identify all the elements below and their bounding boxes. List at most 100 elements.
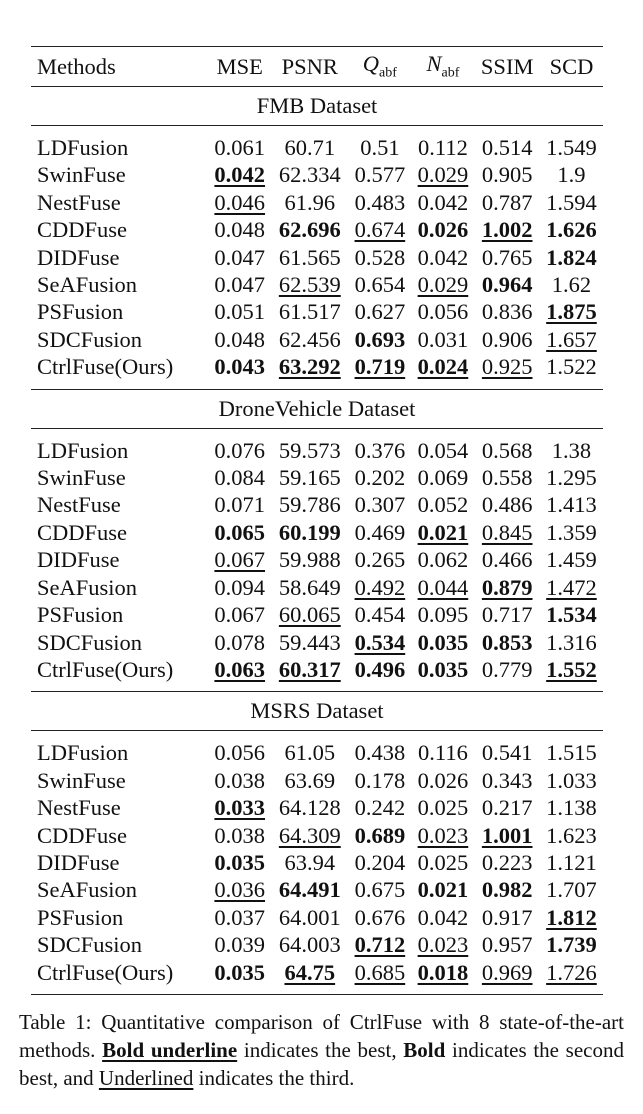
metric-cell: 0.026 bbox=[417, 217, 469, 243]
metric-cell: 1.472 bbox=[546, 574, 597, 600]
metric-cell: 1.38 bbox=[551, 437, 592, 463]
metric-cell: 0.084 bbox=[214, 465, 266, 491]
metric-cell: 0.223 bbox=[481, 849, 533, 875]
metric-cell: 0.037 bbox=[214, 904, 266, 930]
metric-cell: 1.316 bbox=[546, 629, 597, 655]
metric-cell: 0.905 bbox=[481, 162, 533, 188]
method-name: NestFuse bbox=[37, 795, 121, 821]
metric-cell: 0.067 bbox=[214, 547, 266, 573]
metric-cell: 0.343 bbox=[481, 767, 533, 793]
metric-cell: 1.875 bbox=[546, 299, 597, 325]
metric-cell: 0.765 bbox=[481, 244, 533, 270]
method-name: SDCFusion bbox=[37, 326, 143, 352]
metric-cell: 0.906 bbox=[481, 326, 533, 352]
metric-cell: 0.265 bbox=[354, 547, 406, 573]
method-name: CDDFuse bbox=[37, 822, 128, 848]
method-name: NestFuse bbox=[37, 189, 121, 215]
section-title: FMB Dataset bbox=[31, 86, 603, 126]
metric-cell: 0.675 bbox=[354, 877, 406, 903]
metric-cell: 0.116 bbox=[418, 740, 468, 766]
method-name: SwinFuse bbox=[37, 162, 126, 188]
metric-cell: 0.038 bbox=[214, 822, 266, 848]
metric-cell: 1.594 bbox=[546, 189, 597, 215]
metric-cell: 0.483 bbox=[354, 189, 406, 215]
metric-cell: 0.685 bbox=[354, 959, 406, 985]
metric-cell: 1.623 bbox=[546, 822, 597, 848]
table-row: DIDFuse 0.047 61.565 0.528 0.042 0.765 1.824 bbox=[31, 244, 603, 271]
metric-cell: 0.026 bbox=[417, 767, 469, 793]
metric-cell: 0.094 bbox=[214, 574, 266, 600]
caption-mid2: indicates the second best, and bbox=[19, 1038, 624, 1090]
metric-cell: 0.879 bbox=[481, 574, 533, 600]
metric-cell: 0.044 bbox=[417, 574, 469, 600]
metric-cell: 0.438 bbox=[354, 740, 406, 766]
metric-cell: 0.035 bbox=[214, 849, 266, 875]
section-title: MSRS Dataset bbox=[31, 691, 603, 732]
metric-cell: 0.719 bbox=[354, 354, 406, 380]
caption-prefix: Table 1: Quantitative comparison of Ctrl… bbox=[19, 1010, 624, 1062]
metric-cell: 0.712 bbox=[354, 932, 406, 958]
metric-cell: 1.522 bbox=[546, 354, 597, 380]
table-row: CtrlFuse(Ours) 0.063 60.317 0.496 0.035 0.779… bbox=[31, 656, 603, 683]
metric-cell: 0.029 bbox=[417, 272, 469, 298]
metric-cell: 0.023 bbox=[417, 822, 469, 848]
metric-cell: 0.492 bbox=[354, 574, 406, 600]
metric-cell: 0.676 bbox=[354, 904, 406, 930]
caption-underlined: Underlined bbox=[98, 1066, 194, 1090]
metric-cell: 1.002 bbox=[481, 217, 533, 243]
metric-cell: 1.534 bbox=[546, 602, 597, 628]
table-row: LDFusion 0.076 59.573 0.376 0.054 0.568 1.38 bbox=[31, 437, 603, 464]
metric-cell: 0.577 bbox=[354, 162, 406, 188]
metric-cell: 0.052 bbox=[417, 492, 469, 518]
metric-cell: 64.001 bbox=[278, 904, 341, 930]
metric-cell: 1.9 bbox=[557, 162, 586, 188]
metric-cell: 0.056 bbox=[214, 740, 266, 766]
metric-cell: 1.413 bbox=[546, 492, 597, 518]
metric-cell: 1.626 bbox=[546, 217, 597, 243]
method-name: SDCFusion bbox=[37, 932, 143, 958]
table-row: SDCFusion 0.078 59.443 0.534 0.035 0.853 1.316 bbox=[31, 629, 603, 656]
table-row: LDFusion 0.056 61.05 0.438 0.116 0.541 1.515 bbox=[31, 739, 603, 766]
metric-cell: 0.054 bbox=[417, 437, 469, 463]
method-name: SwinFuse bbox=[37, 465, 126, 491]
metric-cell: 0.242 bbox=[354, 795, 406, 821]
metric-cell: 60.71 bbox=[284, 135, 336, 160]
metric-cell: 60.065 bbox=[278, 602, 341, 628]
metric-cell: 0.836 bbox=[481, 299, 533, 325]
column-header: SSIM bbox=[480, 53, 534, 79]
table-row: CDDFuse 0.065 60.199 0.469 0.021 0.845 1.359 bbox=[31, 519, 603, 546]
metric-cell: 0.046 bbox=[214, 189, 266, 215]
method-name: CtrlFuse(Ours) bbox=[37, 354, 174, 380]
caption-mid1: indicates the best, bbox=[237, 1038, 404, 1062]
metric-cell: 63.69 bbox=[284, 767, 336, 793]
metric-cell: 0.689 bbox=[354, 822, 406, 848]
metric-cell: 0.957 bbox=[481, 932, 533, 958]
metric-cell: 0.063 bbox=[214, 656, 266, 682]
metric-cell: 0.558 bbox=[481, 465, 533, 491]
metric-cell: 0.486 bbox=[481, 492, 533, 518]
method-name: LDFusion bbox=[37, 437, 129, 463]
metric-cell: 0.024 bbox=[417, 354, 469, 380]
column-header: PSNR bbox=[281, 53, 338, 79]
metric-cell: 0.534 bbox=[354, 629, 406, 655]
column-header: Methods bbox=[37, 53, 116, 79]
metric-cell: 61.565 bbox=[278, 244, 341, 270]
metric-cell: 0.969 bbox=[481, 959, 533, 985]
method-name: SwinFuse bbox=[37, 767, 126, 793]
table-row: CtrlFuse(Ours) 0.043 63.292 0.719 0.024 0.925… bbox=[31, 353, 603, 380]
metric-cell: 62.456 bbox=[278, 326, 341, 352]
metric-cell: 1.824 bbox=[546, 244, 597, 270]
method-name: PSFusion bbox=[37, 299, 124, 325]
table-row: SwinFuse 0.084 59.165 0.202 0.069 0.558 1.295 bbox=[31, 464, 603, 491]
metric-cell: 1.033 bbox=[546, 767, 597, 793]
metric-cell: 0.061 bbox=[214, 135, 266, 160]
method-name: DIDFuse bbox=[37, 849, 120, 875]
metric-cell: 1.515 bbox=[546, 740, 597, 766]
metric-cell: 64.003 bbox=[278, 932, 341, 958]
metric-cell: 0.021 bbox=[417, 877, 469, 903]
method-name: NestFuse bbox=[37, 492, 121, 518]
metric-cell: 59.786 bbox=[278, 492, 341, 518]
metric-cell: 0.541 bbox=[481, 740, 533, 766]
metric-cell: 0.047 bbox=[214, 244, 266, 270]
method-name: SeAFusion bbox=[37, 574, 138, 600]
